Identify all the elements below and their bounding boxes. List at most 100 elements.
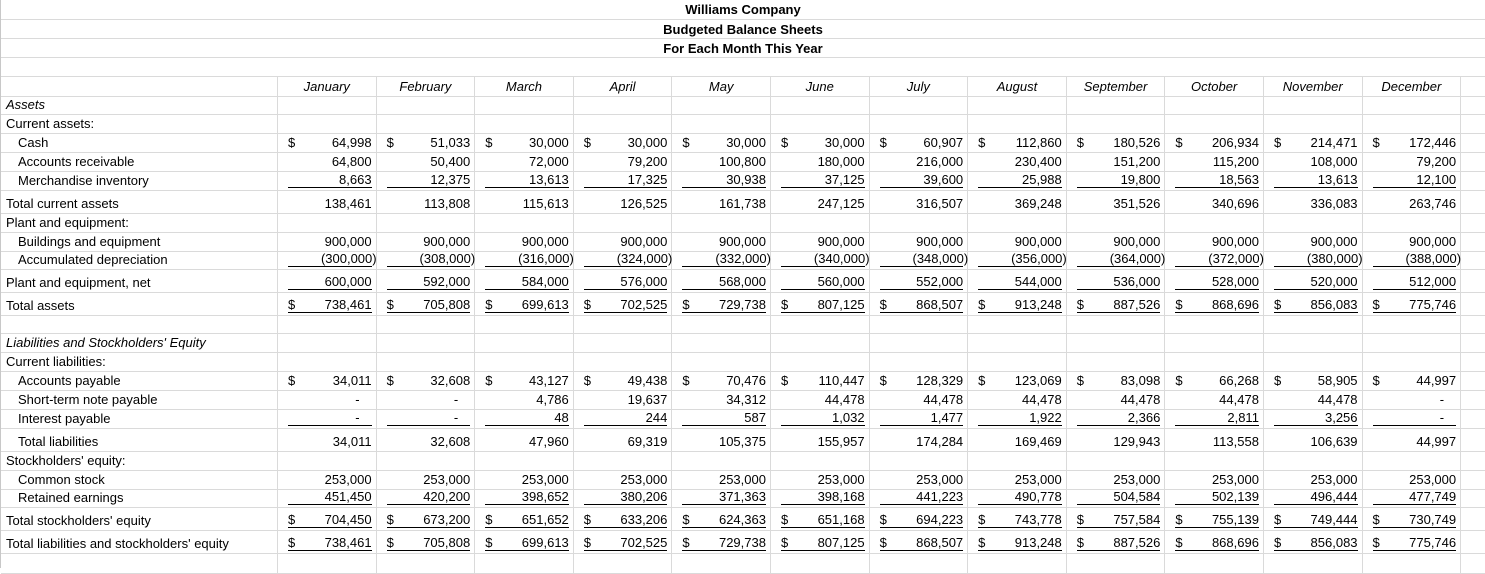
value-cell[interactable]: 351,526 <box>1067 191 1166 213</box>
value-cell[interactable] <box>475 452 574 470</box>
value-cell[interactable] <box>1264 214 1363 232</box>
value-cell[interactable]: $44,997 <box>1363 372 1462 390</box>
value-cell[interactable]: $702,525 <box>574 531 673 553</box>
value-cell[interactable]: 44,997 <box>1363 429 1462 451</box>
blank-cell[interactable] <box>1461 490 1485 507</box>
value-cell[interactable] <box>1067 452 1166 470</box>
value-cell[interactable]: 79,200 <box>1363 153 1462 171</box>
row-label[interactable] <box>1 554 278 573</box>
value-cell[interactable]: 900,000 <box>870 233 969 251</box>
value-cell[interactable]: 587 <box>672 410 771 428</box>
value-cell[interactable]: $856,083 <box>1264 293 1363 315</box>
row-label[interactable]: Current assets: <box>1 115 278 133</box>
value-cell[interactable]: 336,083 <box>1264 191 1363 213</box>
value-cell[interactable] <box>870 115 969 133</box>
value-cell[interactable]: 18,563 <box>1165 172 1264 190</box>
value-cell[interactable] <box>377 353 476 371</box>
value-cell[interactable]: 496,444 <box>1264 489 1363 507</box>
value-cell[interactable]: 900,000 <box>771 233 870 251</box>
value-cell[interactable]: $705,808 <box>377 293 476 315</box>
value-cell[interactable] <box>1165 554 1264 573</box>
value-cell[interactable]: $83,098 <box>1067 372 1166 390</box>
value-cell[interactable]: 1,922 <box>968 410 1067 428</box>
value-cell[interactable]: 39,600 <box>870 172 969 190</box>
value-cell[interactable]: 17,325 <box>574 172 673 190</box>
value-cell[interactable]: (356,000) <box>968 251 1067 269</box>
value-cell[interactable]: (340,000) <box>771 251 870 269</box>
value-cell[interactable]: $730,749 <box>1363 508 1462 530</box>
value-cell[interactable]: $738,461 <box>278 293 377 315</box>
value-cell[interactable]: $807,125 <box>771 531 870 553</box>
value-cell[interactable] <box>475 554 574 573</box>
value-cell[interactable]: 155,957 <box>771 429 870 451</box>
value-cell[interactable]: (324,000) <box>574 251 673 269</box>
value-cell[interactable] <box>968 115 1067 133</box>
value-cell[interactable] <box>771 97 870 114</box>
value-cell[interactable]: - <box>377 391 476 409</box>
value-cell[interactable] <box>870 316 969 333</box>
value-cell[interactable] <box>574 334 673 352</box>
value-cell[interactable]: 48 <box>475 410 574 428</box>
value-cell[interactable]: 544,000 <box>968 270 1067 292</box>
value-cell[interactable]: $729,738 <box>672 293 771 315</box>
value-cell[interactable]: $60,907 <box>870 134 969 152</box>
value-cell[interactable] <box>771 115 870 133</box>
value-cell[interactable]: $30,000 <box>672 134 771 152</box>
value-cell[interactable]: 253,000 <box>574 471 673 489</box>
blank-cell[interactable] <box>1461 554 1485 573</box>
value-cell[interactable]: 180,000 <box>771 153 870 171</box>
value-cell[interactable]: 113,558 <box>1165 429 1264 451</box>
value-cell[interactable]: 47,960 <box>475 429 574 451</box>
value-cell[interactable] <box>377 316 476 333</box>
value-cell[interactable] <box>870 353 969 371</box>
value-cell[interactable] <box>1067 334 1166 352</box>
value-cell[interactable]: 253,000 <box>1165 471 1264 489</box>
value-cell[interactable]: 502,139 <box>1165 489 1264 507</box>
value-cell[interactable]: 19,800 <box>1067 172 1166 190</box>
value-cell[interactable]: 536,000 <box>1067 270 1166 292</box>
value-cell[interactable] <box>377 452 476 470</box>
value-cell[interactable]: 552,000 <box>870 270 969 292</box>
month-header-august[interactable]: August <box>968 77 1067 96</box>
value-cell[interactable]: $755,139 <box>1165 508 1264 530</box>
month-header-january[interactable]: January <box>278 77 377 96</box>
value-cell[interactable] <box>672 334 771 352</box>
value-cell[interactable] <box>870 214 969 232</box>
value-cell[interactable] <box>672 97 771 114</box>
value-cell[interactable] <box>968 97 1067 114</box>
value-cell[interactable]: 600,000 <box>278 270 377 292</box>
value-cell[interactable]: 108,000 <box>1264 153 1363 171</box>
value-cell[interactable]: $30,000 <box>574 134 673 152</box>
value-cell[interactable] <box>672 115 771 133</box>
month-header-october[interactable]: October <box>1165 77 1264 96</box>
value-cell[interactable] <box>1363 316 1462 333</box>
blank-cell[interactable] <box>1461 508 1485 530</box>
row-label[interactable]: Accounts receivable <box>1 153 278 171</box>
value-cell[interactable]: 113,808 <box>377 191 476 213</box>
value-cell[interactable] <box>475 214 574 232</box>
value-cell[interactable]: 520,000 <box>1264 270 1363 292</box>
value-cell[interactable] <box>1165 316 1264 333</box>
value-cell[interactable] <box>771 554 870 573</box>
value-cell[interactable]: 44,478 <box>870 391 969 409</box>
value-cell[interactable]: 100,800 <box>672 153 771 171</box>
value-cell[interactable] <box>1264 554 1363 573</box>
value-cell[interactable]: $729,738 <box>672 531 771 553</box>
value-cell[interactable] <box>870 452 969 470</box>
value-cell[interactable]: 126,525 <box>574 191 673 213</box>
value-cell[interactable]: - <box>1363 410 1462 428</box>
value-cell[interactable]: 451,450 <box>278 489 377 507</box>
value-cell[interactable]: 44,478 <box>1067 391 1166 409</box>
value-cell[interactable] <box>1067 316 1166 333</box>
value-cell[interactable]: 900,000 <box>1363 233 1462 251</box>
value-cell[interactable]: 34,011 <box>278 429 377 451</box>
value-cell[interactable]: 1,477 <box>870 410 969 428</box>
row-label[interactable]: Plant and equipment: <box>1 214 278 232</box>
value-cell[interactable]: $34,011 <box>278 372 377 390</box>
value-cell[interactable] <box>574 97 673 114</box>
value-cell[interactable]: 115,613 <box>475 191 574 213</box>
blank-cell[interactable] <box>1461 471 1485 489</box>
value-cell[interactable]: 50,400 <box>377 153 476 171</box>
value-cell[interactable] <box>771 353 870 371</box>
row-label[interactable]: Plant and equipment, net <box>1 270 278 292</box>
